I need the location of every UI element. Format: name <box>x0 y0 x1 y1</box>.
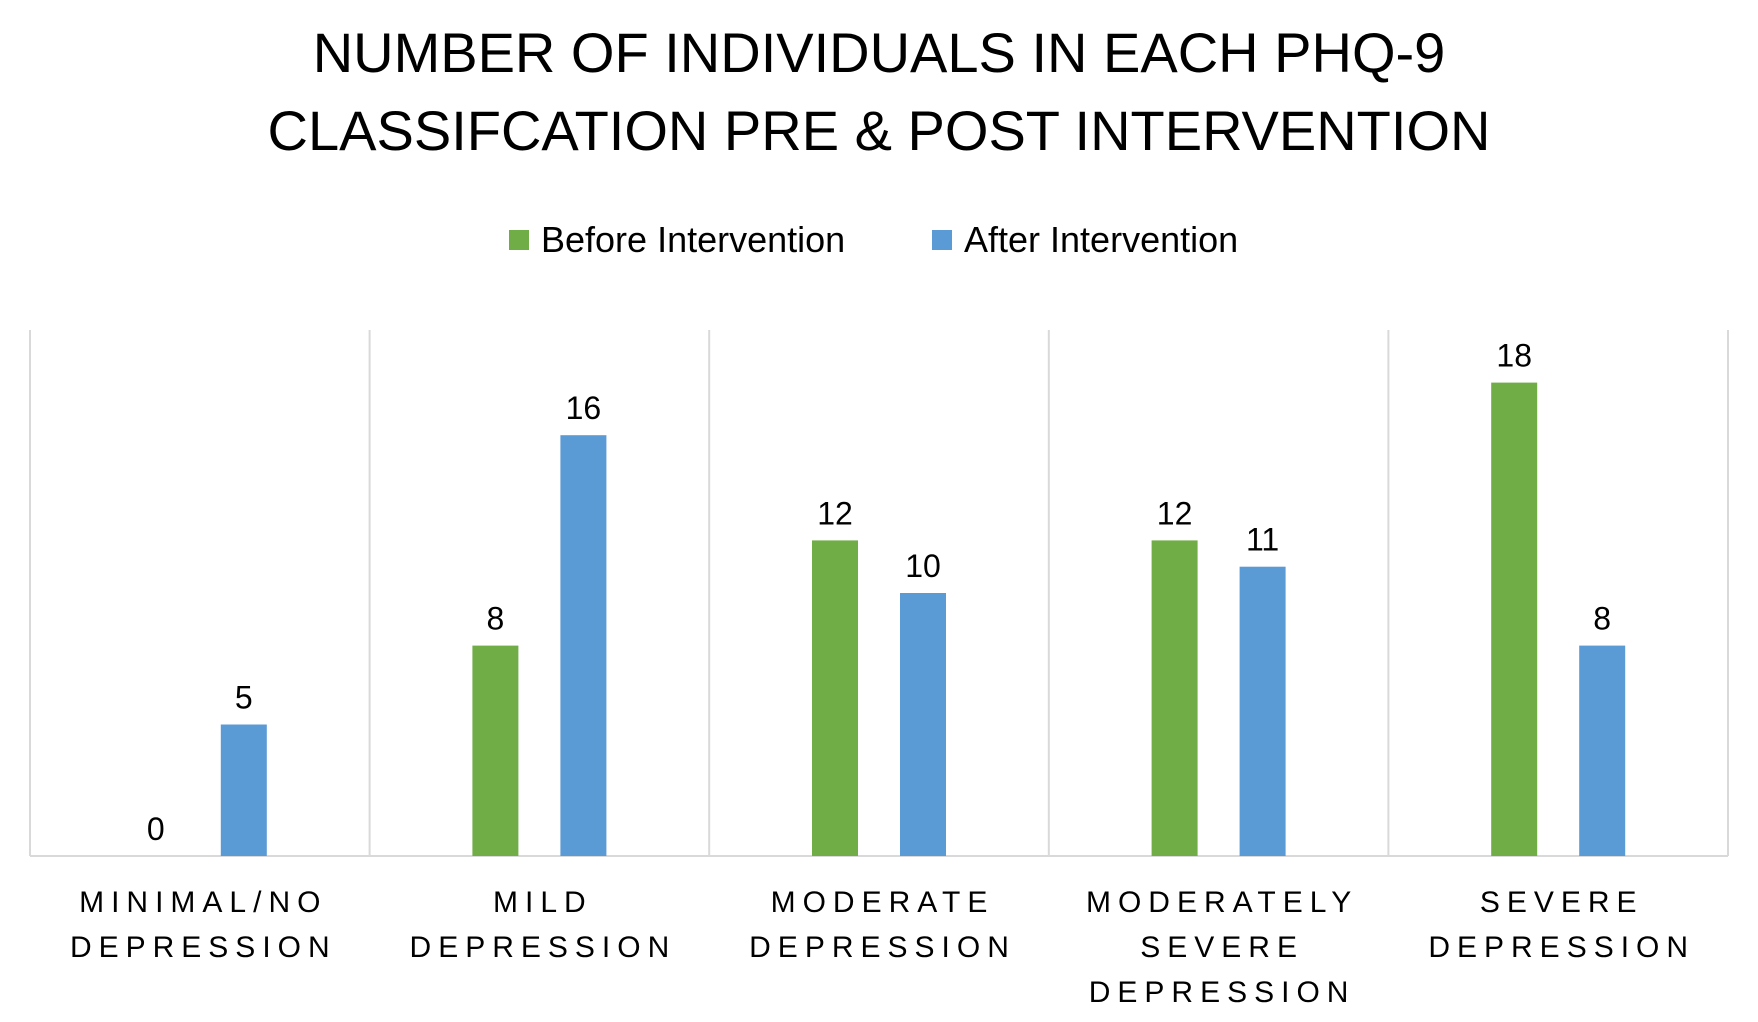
legend-label-before: Before Intervention <box>541 219 845 260</box>
category-label: SEVERE <box>1140 931 1304 964</box>
category-label: DEPRESSION <box>410 931 677 964</box>
data-label-after: 8 <box>1593 601 1611 637</box>
data-label-after: 11 <box>1246 522 1279 558</box>
legend-label-after: After Intervention <box>964 219 1238 260</box>
category-label: MILD <box>493 886 593 919</box>
category-label: DEPRESSION <box>70 931 337 964</box>
data-label-before: 8 <box>487 601 505 637</box>
data-label-after: 5 <box>235 680 253 716</box>
bar-before <box>1151 540 1198 856</box>
category-label: MODERATELY <box>1086 886 1358 919</box>
bar-before <box>1491 382 1538 856</box>
data-label-after: 10 <box>905 548 941 584</box>
bar-before <box>472 645 519 856</box>
plot-area: 0 5 MINIMAL/NO DEPRESSION 8 16 MILD DEPRESSION 1… <box>29 330 1729 1009</box>
bar-after <box>1239 566 1286 856</box>
bar-after <box>1579 645 1626 856</box>
bar-after <box>220 724 267 856</box>
category-label: DEPRESSION <box>749 931 1016 964</box>
category-label: MODERATE <box>771 886 995 919</box>
bar-after <box>560 435 607 856</box>
data-label-before: 12 <box>1157 495 1193 531</box>
chart-title: NUMBER OF INDIVIDUALS IN EACH PHQ-9 CLAS… <box>268 21 1491 162</box>
legend-swatch-before <box>509 230 529 250</box>
legend-swatch-after <box>932 230 952 250</box>
bar-before <box>812 540 858 856</box>
category-label: DEPRESSION <box>1428 931 1695 964</box>
category-label: DEPRESSION <box>1089 976 1356 1009</box>
data-label-after: 16 <box>566 390 602 426</box>
legend: Before Intervention After Intervention <box>509 219 1238 260</box>
data-label-before: 12 <box>817 495 853 531</box>
category-label: SEVERE <box>1480 886 1644 919</box>
chart-title-line-2: CLASSIFCATION PRE & POST INTERVENTION <box>268 99 1491 162</box>
chart-title-line-1: NUMBER OF INDIVIDUALS IN EACH PHQ-9 <box>313 21 1446 84</box>
bar-after <box>900 593 946 856</box>
category-label: MINIMAL/NO <box>79 886 327 919</box>
data-label-before: 0 <box>147 811 165 847</box>
data-label-before: 18 <box>1496 338 1532 374</box>
